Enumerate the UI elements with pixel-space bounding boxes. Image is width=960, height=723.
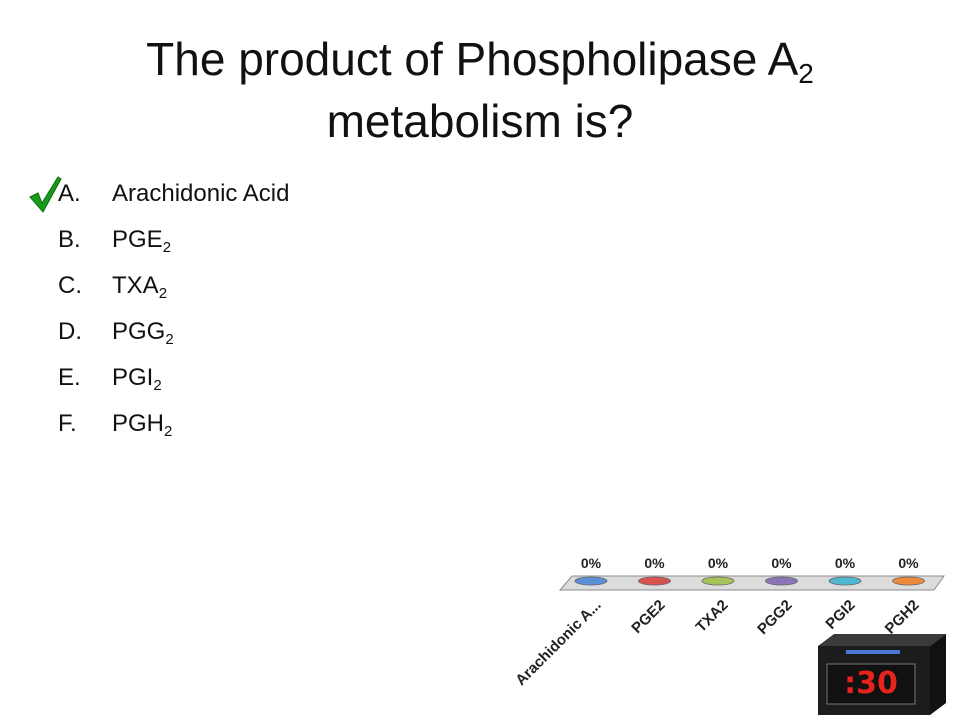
answer-subscript: 2 — [162, 239, 172, 256]
chart-value-label: 0% — [771, 555, 792, 571]
answer-text: PGH — [112, 410, 165, 437]
answer-text: PGI — [112, 364, 154, 391]
checkmark-icon — [29, 176, 62, 213]
chart-bar-top — [892, 576, 925, 586]
chart-bar-top — [701, 576, 735, 586]
question-title: The product of Phospholipase A2 metaboli… — [40, 28, 920, 152]
chart-category-label: TXA2 — [692, 596, 732, 636]
answer-option-b[interactable]: B. PGE2 — [58, 222, 289, 268]
answer-letter: E. — [58, 364, 81, 391]
timer-label: :30 — [844, 666, 898, 701]
answer-subscript: 2 — [164, 423, 173, 440]
answer-option-f[interactable]: F. PGH2 — [58, 406, 289, 452]
chart-value-label: 0% — [707, 555, 729, 571]
title-subscript: 2 — [798, 58, 814, 89]
answer-subscript: 2 — [153, 377, 162, 394]
answer-subscript: 2 — [165, 331, 174, 348]
answer-letter: D. — [58, 318, 82, 345]
chart-category-label: PGG2 — [753, 596, 796, 639]
answer-text: TXA — [112, 272, 159, 299]
title-text: The product of Phospholipase A — [146, 33, 799, 85]
chart-value-label: 0% — [580, 555, 602, 571]
chart-category-label: PGE2 — [627, 596, 669, 637]
answer-text: Arachidonic Acid — [112, 180, 290, 207]
answer-option-c[interactable]: C. TXA2 — [58, 268, 289, 314]
answer-letter: B. — [58, 226, 81, 253]
chart-value-label: 0% — [644, 555, 665, 571]
chart-bar-top — [765, 576, 798, 586]
chart-bar-top — [574, 576, 608, 586]
chart-bar-top — [638, 576, 671, 586]
title-line-2: metabolism is? — [326, 95, 634, 147]
answer-option-d[interactable]: D. PGG2 — [58, 314, 289, 360]
answer-list: A. Arachidonic Acid B. PGE2 C. TXA2 D. PGG2 … — [58, 176, 289, 452]
answer-text: PGG — [112, 318, 166, 345]
answer-subscript: 2 — [158, 285, 168, 302]
chart-bar-top — [828, 576, 862, 586]
chart-value-label: 0% — [834, 555, 856, 571]
chart-value-label: 0% — [898, 555, 919, 571]
answer-text: PGE — [112, 226, 163, 253]
answer-option-e[interactable]: E. PGI2 — [58, 360, 289, 406]
answer-letter: C. — [58, 272, 82, 299]
answer-letter: F. — [58, 410, 77, 437]
answer-letter: A. — [58, 180, 81, 207]
chart-category-label: Arachidonic A... — [512, 596, 605, 690]
answer-option-a[interactable]: A. Arachidonic Acid — [58, 176, 289, 222]
